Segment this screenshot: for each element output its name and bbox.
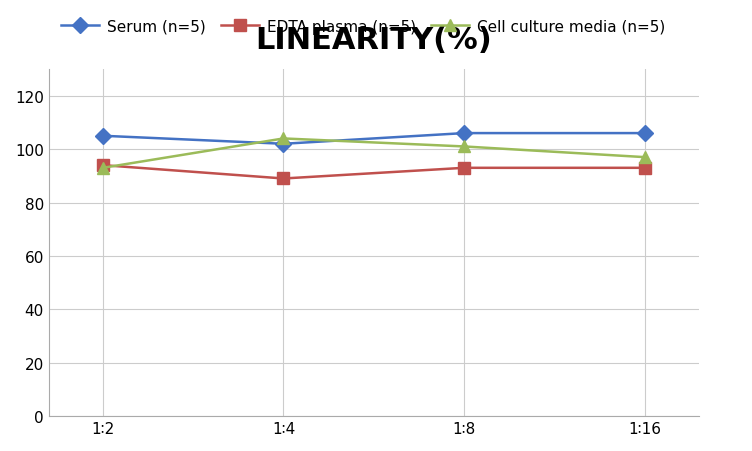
- Line: Serum (n=5): Serum (n=5): [97, 128, 650, 150]
- Cell culture media (n=5): [459, 144, 468, 150]
- EDTA plasma (n=5): [640, 166, 649, 171]
- Cell culture media (n=5): [279, 136, 288, 142]
- Legend: Serum (n=5), EDTA plasma (n=5), Cell culture media (n=5): Serum (n=5), EDTA plasma (n=5), Cell cul…: [56, 15, 670, 39]
- Cell culture media (n=5): [640, 155, 649, 161]
- EDTA plasma (n=5): [459, 166, 468, 171]
- Line: EDTA plasma (n=5): EDTA plasma (n=5): [97, 160, 650, 184]
- Serum (n=5): [279, 142, 288, 147]
- Serum (n=5): [99, 134, 108, 139]
- EDTA plasma (n=5): [99, 163, 108, 169]
- EDTA plasma (n=5): [279, 176, 288, 182]
- Cell culture media (n=5): [99, 166, 108, 171]
- Title: LINEARITY(%): LINEARITY(%): [256, 26, 492, 55]
- Serum (n=5): [459, 131, 468, 137]
- Line: Cell culture media (n=5): Cell culture media (n=5): [97, 133, 651, 175]
- Serum (n=5): [640, 131, 649, 137]
